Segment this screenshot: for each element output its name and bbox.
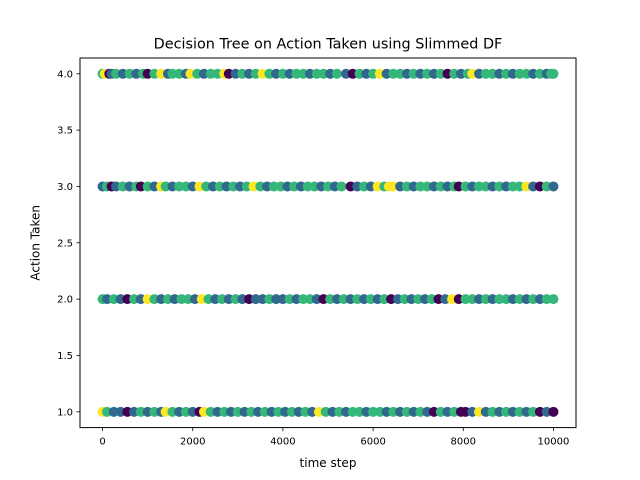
x-tick-label: 0	[99, 437, 105, 448]
y-tick-label: 2.0	[57, 295, 73, 306]
x-axis-label: time step	[300, 456, 357, 470]
y-tick-label: 1.0	[57, 407, 73, 418]
x-tick-label: 8000	[451, 437, 476, 448]
data-point	[332, 68, 343, 79]
y-tick-label: 3.0	[57, 182, 73, 193]
x-axis: 0 2000 4000 6000 8000 10000	[99, 427, 570, 448]
y-tick-label: 2.5	[57, 238, 73, 249]
chart-title: Decision Tree on Action Taken using Slim…	[154, 37, 503, 53]
x-tick-label: 10000	[538, 437, 570, 448]
data-point	[548, 294, 559, 305]
y-axis: 1.0 1.5 2.0 2.5 3.0 3.5 4.0	[57, 69, 80, 418]
data-point	[336, 181, 347, 192]
y-tick-label: 1.5	[57, 351, 73, 362]
y-tick-label: 4.0	[57, 69, 73, 80]
points-layer	[97, 68, 559, 417]
x-tick-label: 2000	[180, 437, 205, 448]
data-point	[548, 68, 559, 79]
data-point	[548, 181, 559, 192]
y-tick-label: 3.5	[57, 126, 73, 137]
x-tick-label: 4000	[270, 437, 295, 448]
x-tick-label: 6000	[360, 437, 385, 448]
data-point	[548, 406, 559, 417]
y-axis-label: Action Taken	[29, 205, 43, 281]
